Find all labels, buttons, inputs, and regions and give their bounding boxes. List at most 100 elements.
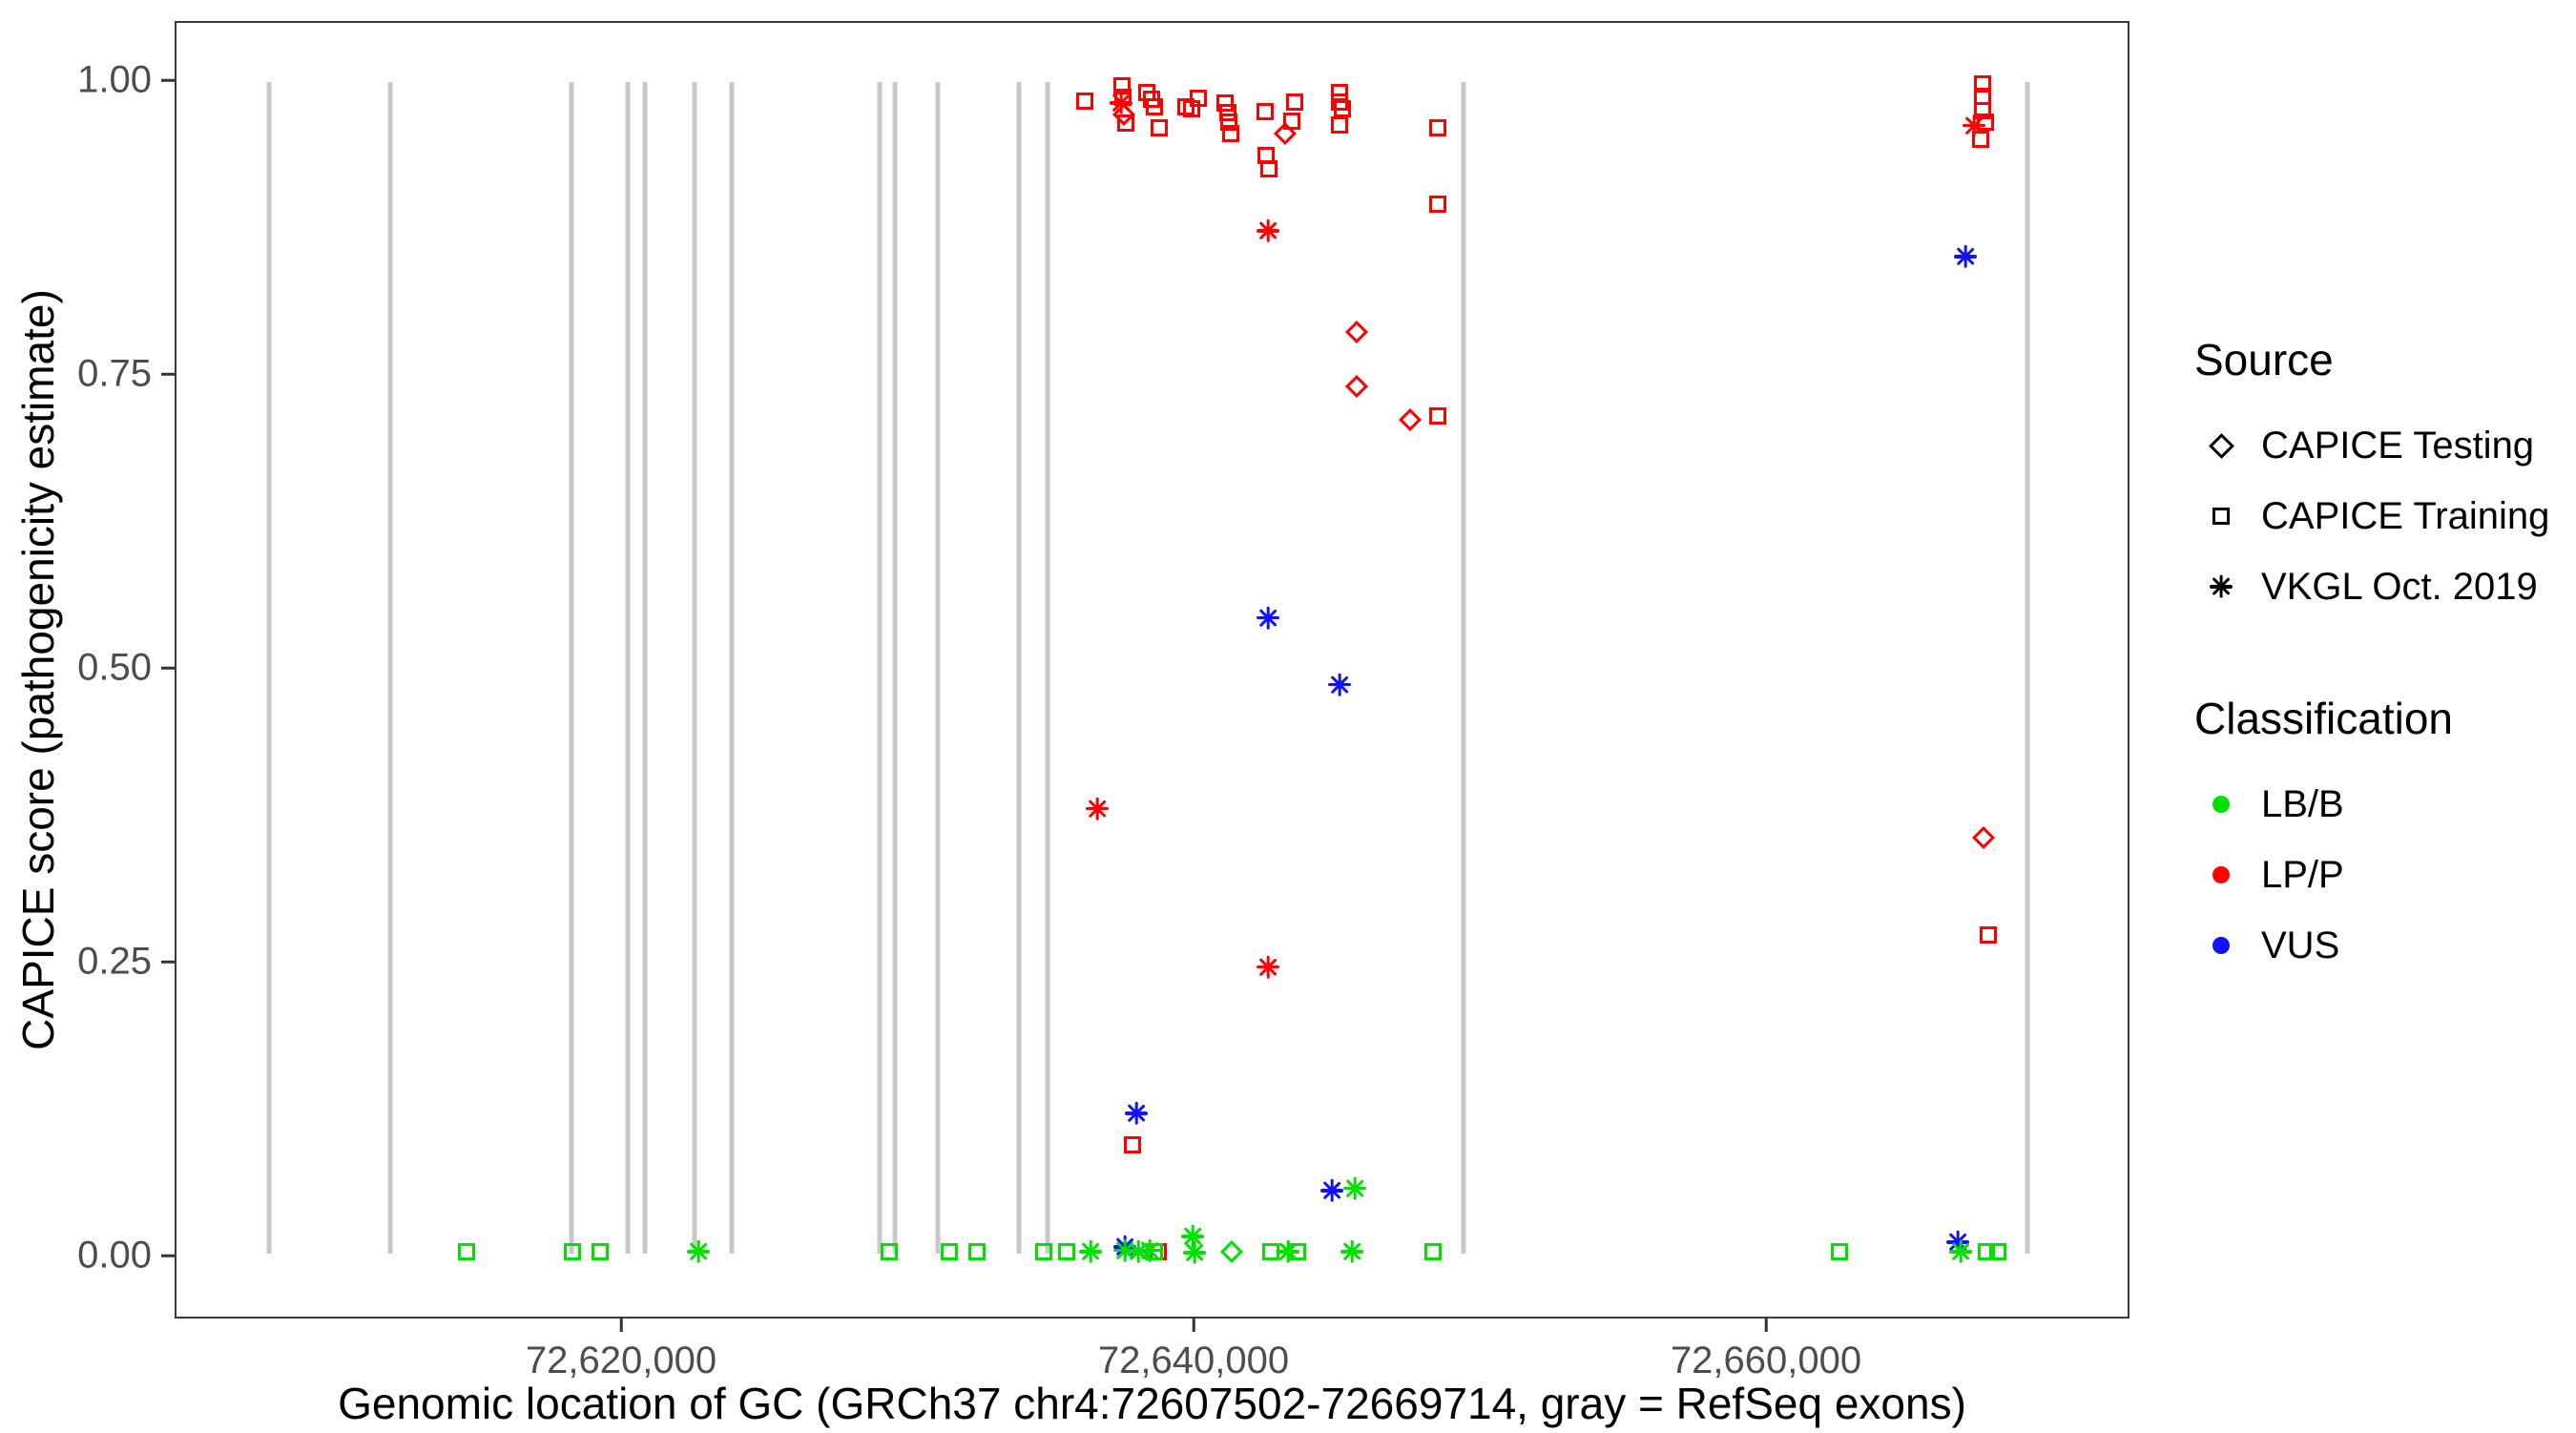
legend-item-vkgl: VKGL Oct. 2019 [2194,551,2566,622]
data-point [1963,114,1986,137]
data-point [1112,1238,1136,1262]
data-point [1423,1242,1442,1260]
legend-item-label: CAPICE Training [2261,494,2550,537]
y-tick-label: 0.75 [77,352,152,395]
legend-item-label: CAPICE Testing [2261,424,2535,467]
data-point [881,1242,899,1260]
refseq-exon-line [1461,82,1466,1255]
legend-item-vus: VUS [2194,910,2566,981]
data-point [1257,606,1280,630]
data-point [1219,103,1237,121]
data-point [1320,1178,1344,1202]
refseq-exon-line [625,82,631,1255]
y-tick-mark [161,78,175,82]
legend-item-label: VUS [2261,924,2340,966]
red-dot-icon [2194,866,2248,883]
data-point [1333,100,1351,118]
data-point [1978,1242,1996,1260]
data-point [1057,1242,1075,1260]
data-point [1109,92,1132,115]
data-point [1181,1224,1205,1248]
refseq-exon-line [877,82,883,1255]
legend-item-label: VKGL Oct. 2019 [2261,565,2538,608]
data-point [1216,94,1235,113]
x-tick-label: 72,620,000 [525,1340,717,1381]
data-point [1343,1176,1367,1200]
x-tick-mark [1192,1319,1195,1332]
refseq-exon-line [569,82,574,1255]
asterisk-icon [2194,575,2248,598]
y-tick-mark [161,666,175,670]
legend-item-capice-testing: CAPICE Testing [2194,410,2566,481]
data-point [1123,1136,1141,1154]
data-point [941,1242,959,1260]
data-point [1150,118,1168,136]
plot-panel [175,21,2129,1319]
refseq-exon-line [729,82,735,1255]
data-point [1035,1242,1053,1260]
data-point [1124,1101,1148,1125]
data-point [592,1242,610,1260]
diamond-outline-icon [2194,432,2248,459]
y-tick-label: 1.00 [77,58,152,101]
legend-item-lpp: LP/P [2194,840,2566,910]
data-point [1428,407,1446,426]
data-point [1075,92,1093,110]
data-point [564,1242,582,1260]
data-point [1116,114,1134,133]
data-point [1989,1242,2007,1260]
legend-item-capice-training: CAPICE Training [2194,481,2566,551]
green-dot-icon [2194,796,2248,813]
data-point [968,1242,987,1260]
refseq-exon-line [387,82,393,1255]
data-point [1221,125,1239,143]
data-point [1137,1238,1161,1262]
legend-classification-title: Classification [2194,694,2453,743]
data-point [1428,195,1446,213]
data-point [1283,112,1301,130]
data-point [1257,147,1276,165]
data-point [1257,955,1280,979]
data-point [1257,219,1280,243]
data-point [1954,245,1978,269]
refseq-exon-line [1045,82,1050,1255]
data-point [1428,118,1446,136]
refseq-exon-line [935,82,941,1255]
data-point [1398,407,1422,431]
data-point [1146,97,1164,115]
refseq-exon-line [2025,82,2030,1255]
legend: Source CAPICE Testing CAPICE Training VK… [2194,334,2566,981]
data-point [1277,1239,1300,1263]
x-axis: 72,620,000 72,640,000 72,660,000 [175,1319,2129,1433]
legend-item-label: LB/B [2261,782,2344,825]
data-point [1830,1242,1848,1260]
data-point [1145,1242,1163,1260]
legend-item-lbb: LB/B [2194,769,2566,840]
x-tick-label: 72,660,000 [1670,1340,1862,1381]
data-point [1972,826,1996,850]
y-tick-label: 0.00 [77,1234,152,1277]
y-tick-label: 0.50 [77,646,152,689]
data-point [1331,116,1349,135]
data-point [1340,1239,1364,1263]
x-tick-mark [619,1319,623,1332]
y-tick-mark [161,1254,175,1257]
data-point [1183,1241,1207,1265]
refseq-exon-line [892,82,898,1255]
data-point [1220,1239,1244,1263]
data-point [1949,1239,1973,1263]
legend-item-label: LP/P [2261,853,2344,896]
x-tick-label: 72,640,000 [1097,1340,1290,1381]
data-point [457,1242,475,1260]
data-point [1345,375,1369,399]
data-point [1328,673,1352,696]
y-axis: 0.00 0.25 0.50 0.75 1.00 [0,21,175,1319]
data-point [1085,797,1109,820]
data-point [1190,90,1208,108]
data-point [1220,113,1238,131]
data-point [1331,84,1349,102]
refseq-exon-line [266,82,272,1255]
data-point [686,1239,710,1263]
legend-source-title: Source [2194,335,2334,384]
